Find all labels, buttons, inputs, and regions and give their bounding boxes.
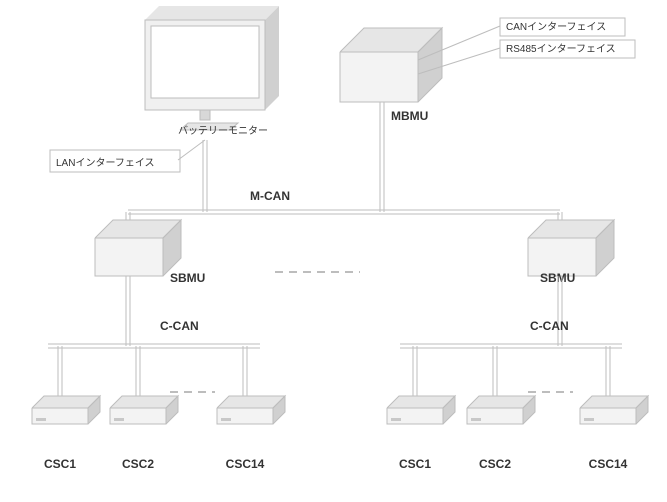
csc-left-1-front — [110, 408, 166, 424]
csc-right-0-slot — [391, 418, 401, 421]
csc-left-2-slot — [221, 418, 231, 421]
ccan-label-0: C-CAN — [160, 319, 199, 333]
mbmu-iface-label-0-text: CANインターフェイス — [506, 21, 606, 33]
mcan-drop-mbmu — [380, 102, 384, 212]
ccan-trunk-0 — [48, 344, 260, 348]
ccan-trunk-1 — [400, 344, 622, 348]
csc-left-1 — [110, 396, 178, 424]
csc-left-label-1: CSC2 — [122, 457, 154, 471]
csc-left-1-slot — [114, 418, 124, 421]
sbmu-node-1 — [528, 220, 614, 276]
battery-monitor-label: バッテリーモニター — [178, 125, 268, 137]
csc-right-0-front — [387, 408, 443, 424]
monitor-neck — [200, 110, 210, 120]
sbmu-label-0: SBMU — [170, 271, 205, 285]
csc-right-1-front — [467, 408, 523, 424]
lan-interface-label-text: LANインターフェイス — [56, 157, 155, 169]
mbmu-node-front — [340, 52, 418, 102]
ccan-csc-drop-0-1 — [136, 346, 140, 396]
ccan-label-1: C-CAN — [530, 319, 569, 333]
mcan-label: M-CAN — [250, 189, 290, 203]
monitor-top — [145, 6, 279, 20]
csc-right-label-0: CSC1 — [399, 457, 431, 471]
sbmu-node-0 — [95, 220, 181, 276]
mbmu-node — [340, 28, 442, 102]
csc-right-label-1: CSC2 — [479, 457, 511, 471]
csc-left-0-slot — [36, 418, 46, 421]
mcan-drop-monitor — [203, 140, 207, 212]
mcan-trunk — [128, 210, 560, 214]
csc-right-1 — [467, 396, 535, 424]
csc-right-1-slot — [471, 418, 481, 421]
monitor-side — [265, 6, 279, 110]
ccan-csc-drop-0-2 — [243, 346, 247, 396]
mbmu-label: MBMU — [391, 109, 428, 123]
sbmu-node-0-front — [95, 238, 163, 276]
csc-right-2-front — [580, 408, 636, 424]
csc-right-2-slot — [584, 418, 594, 421]
csc-right-label-2: CSC14 — [589, 457, 628, 471]
lan-interface-label: LANインターフェイス — [50, 150, 180, 172]
ccan-drop-0 — [126, 276, 130, 346]
ccan-csc-drop-1-2 — [606, 346, 610, 396]
csc-right-2 — [580, 396, 648, 424]
ccan-csc-drop-0-0 — [58, 346, 62, 396]
csc-left-label-0: CSC1 — [44, 457, 76, 471]
csc-left-0-front — [32, 408, 88, 424]
csc-left-0 — [32, 396, 100, 424]
monitor-screen — [151, 26, 259, 98]
ccan-csc-drop-1-0 — [413, 346, 417, 396]
ccan-drop-1 — [558, 276, 562, 346]
mbmu-iface-label-0: CANインターフェイス — [500, 18, 625, 36]
mbmu-iface-label-1: RS485インターフェイス — [500, 40, 635, 58]
battery-monitor — [145, 6, 279, 130]
ccan-csc-drop-1-1 — [493, 346, 497, 396]
csc-left-label-2: CSC14 — [226, 457, 265, 471]
mbmu-iface-label-1-text: RS485インターフェイス — [506, 43, 616, 55]
csc-left-2 — [217, 396, 285, 424]
csc-right-0 — [387, 396, 455, 424]
csc-left-2-front — [217, 408, 273, 424]
lan-interface-leader — [178, 140, 205, 160]
